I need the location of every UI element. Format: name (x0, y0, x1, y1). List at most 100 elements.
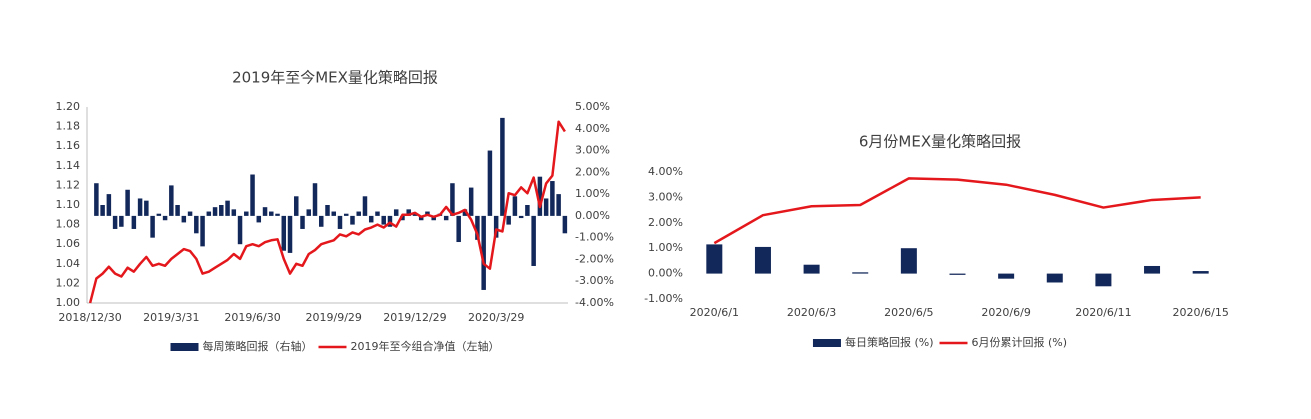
y-tick-label: -1.00% (644, 292, 683, 305)
bar (550, 181, 555, 216)
y-tick-label: 1.18 (56, 120, 81, 133)
bar (998, 273, 1015, 279)
y2-tick-label: -1.00% (575, 231, 614, 244)
bar (481, 215, 486, 290)
y2-tick-label: 3.00% (575, 144, 610, 157)
legend-label: 每周策略回报（右轴） (203, 339, 313, 353)
bar (531, 215, 536, 266)
bar (319, 215, 324, 227)
bar (256, 215, 262, 223)
y2-tick-label: -3.00% (575, 274, 614, 287)
y-tick-label: 1.04 (56, 257, 81, 270)
bar (269, 211, 274, 216)
bar (706, 244, 723, 274)
bar (194, 215, 199, 234)
bar (431, 215, 436, 221)
bar (518, 215, 524, 219)
bar (456, 215, 461, 243)
y-tick-label: 3.00% (648, 190, 683, 203)
x-tick-label: 2018/12/30 (58, 311, 121, 324)
bar (512, 196, 518, 216)
bar (412, 213, 418, 216)
y2-tick-label: 4.00% (575, 122, 610, 135)
bar (1192, 271, 1209, 274)
x-tick-label: 2020/3/29 (468, 311, 524, 324)
bar (362, 196, 368, 216)
bar (156, 213, 162, 216)
y-tick-label: 4.00% (648, 165, 683, 178)
bar (443, 215, 449, 221)
bar (325, 205, 330, 216)
bar (450, 183, 455, 216)
bar (212, 207, 218, 216)
bar (137, 198, 143, 216)
bar (125, 189, 130, 216)
x-tick-label: 2020/6/1 (690, 306, 739, 319)
x-tick-label: 2020/6/5 (884, 306, 933, 319)
bar (754, 246, 771, 274)
bar (181, 215, 187, 223)
bar (187, 211, 193, 216)
x-tick-label: 2020/6/9 (981, 306, 1030, 319)
bar (400, 215, 405, 221)
bar (144, 200, 149, 216)
y-tick-label: 1.10 (56, 198, 81, 211)
bar (475, 215, 480, 240)
bar (468, 187, 474, 216)
bar (237, 215, 243, 245)
bar (1046, 273, 1063, 283)
x-tick-label: 2019/3/31 (143, 311, 199, 324)
bar (356, 211, 361, 216)
bar (275, 213, 280, 216)
y2-tick-label: 2.00% (575, 165, 610, 178)
bar (500, 117, 505, 216)
bar (112, 215, 118, 229)
y-tick-label: 1.02 (56, 276, 81, 289)
bar (294, 196, 299, 216)
bar (100, 205, 105, 216)
bar (119, 215, 124, 227)
bar (343, 213, 349, 216)
line (713, 177, 1201, 245)
bar (162, 215, 168, 221)
bar (331, 211, 336, 216)
x-tick-label: 2019/6/30 (224, 311, 280, 324)
y2-tick-label: 1.00% (575, 187, 610, 200)
bar (562, 215, 568, 234)
bar (462, 209, 468, 216)
y2-tick-label: 5.00% (575, 100, 610, 113)
bar (262, 207, 268, 216)
bar (506, 215, 511, 225)
bar (900, 248, 917, 274)
bar (1095, 273, 1112, 287)
bar (487, 150, 493, 216)
line (88, 120, 566, 304)
bar (300, 215, 305, 229)
bar (312, 183, 318, 216)
bar (543, 198, 549, 216)
legend-label: 每日策略回报 (%) (845, 335, 934, 349)
bar (949, 273, 966, 275)
y-tick-label: 1.16 (56, 139, 81, 152)
bar (337, 215, 343, 229)
bar (350, 215, 355, 225)
chart-title: 2019年至今MEX量化策略回报 (232, 69, 438, 87)
x-tick-label: 2020/6/3 (787, 306, 836, 319)
bar (225, 200, 230, 216)
x-tick-label: 2019/12/29 (383, 311, 446, 324)
bar (250, 174, 255, 216)
bar (537, 176, 543, 216)
y-tick-label: 1.08 (56, 218, 81, 231)
y-tick-label: 2.00% (648, 216, 683, 229)
y-tick-label: 1.14 (56, 159, 81, 172)
bar (381, 215, 386, 225)
bar (206, 211, 212, 216)
bar (393, 209, 399, 216)
x-tick-label: 2019/9/29 (306, 311, 362, 324)
x-tick-label: 2020/6/11 (1075, 306, 1131, 319)
legend-label: 2019年至今组合净值（左轴） (351, 339, 500, 353)
y2-tick-label: -2.00% (575, 252, 614, 265)
bar (418, 215, 424, 221)
y-tick-label: 1.06 (56, 237, 81, 250)
